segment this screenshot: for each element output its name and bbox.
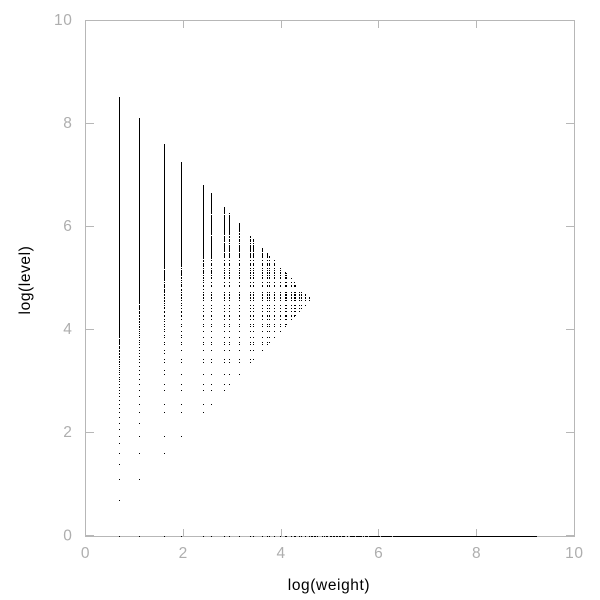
svg-text:10: 10 bbox=[565, 545, 583, 562]
svg-text:log(level): log(level) bbox=[17, 246, 34, 315]
svg-text:6: 6 bbox=[63, 218, 72, 235]
svg-text:4: 4 bbox=[63, 321, 72, 338]
svg-text:log(weight): log(weight) bbox=[288, 577, 370, 594]
svg-text:8: 8 bbox=[63, 115, 72, 132]
svg-text:6: 6 bbox=[374, 545, 383, 562]
svg-text:0: 0 bbox=[63, 527, 72, 544]
svg-text:4: 4 bbox=[276, 545, 285, 562]
svg-text:10: 10 bbox=[54, 12, 72, 29]
svg-text:2: 2 bbox=[179, 545, 188, 562]
svg-text:0: 0 bbox=[81, 545, 90, 562]
svg-text:2: 2 bbox=[63, 424, 72, 441]
svg-text:8: 8 bbox=[472, 545, 481, 562]
